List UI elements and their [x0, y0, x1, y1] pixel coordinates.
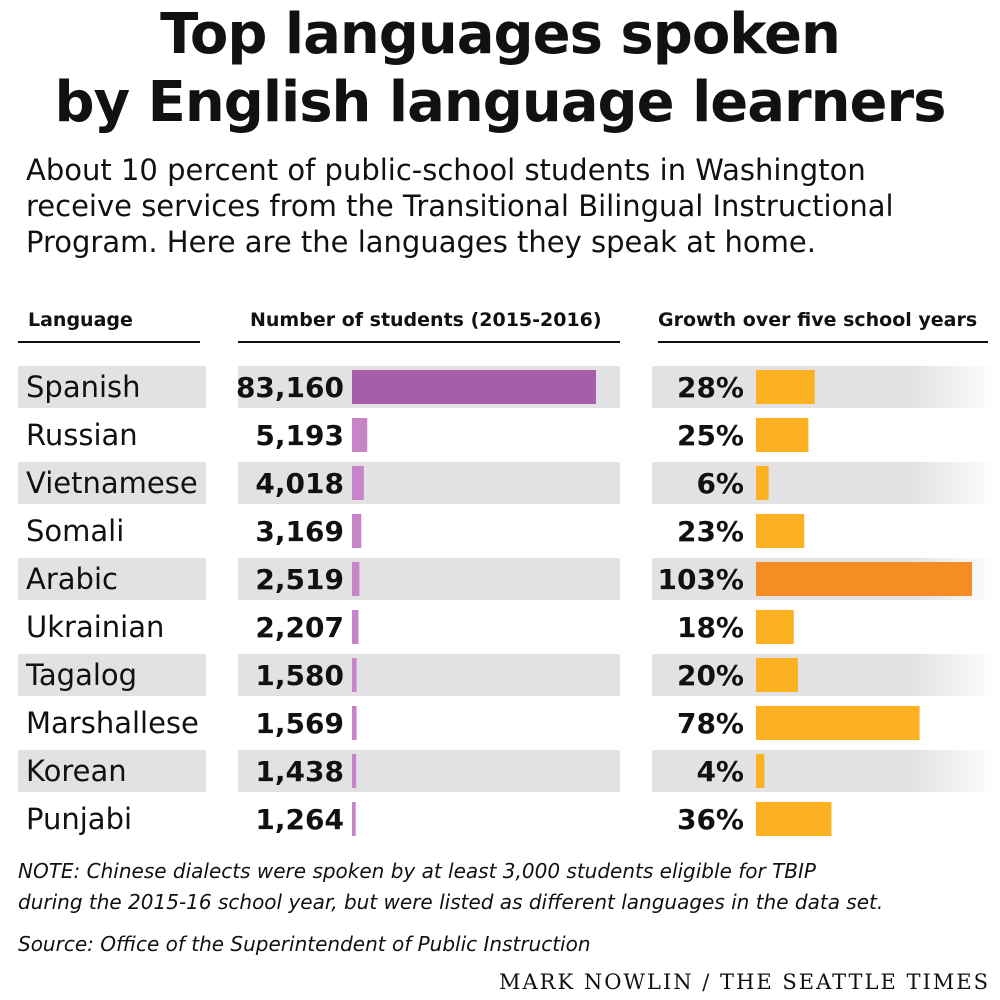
row-band-growth [652, 750, 998, 792]
growth-bar [756, 754, 765, 788]
students-bar [352, 610, 359, 644]
row-band-growth [652, 366, 998, 408]
chart-row: Arabic 2,519 103% [26, 562, 972, 596]
students-value-label: 1,264 [255, 803, 344, 836]
subtitle-line-3: Program. Here are the languages they spe… [26, 225, 816, 259]
row-band-language [18, 366, 206, 408]
chart-row: Somali 3,169 23% [26, 514, 805, 548]
category-label: Somali [26, 514, 124, 548]
row-band-language [18, 654, 206, 696]
row-band-students [238, 558, 620, 600]
header-rule-growth [658, 341, 988, 343]
growth-bar [756, 802, 832, 836]
category-label: Vietnamese [26, 466, 198, 500]
students-bar [352, 562, 360, 596]
students-bar [352, 514, 362, 548]
row-band-students [238, 750, 620, 792]
chart-note: NOTE: Chinese dialects were spoken by at… [18, 856, 883, 918]
growth-bar [756, 610, 794, 644]
header-rule-language [18, 341, 200, 343]
note-line-1: NOTE: Chinese dialects were spoken by at… [18, 859, 816, 883]
category-label: Korean [26, 754, 127, 788]
chart-rows: Spanish 83,160 28% Russian 5,193 25% Vietnames… [25, 370, 972, 836]
students-value-label: 3,169 [255, 515, 344, 548]
growth-value-label: 25% [677, 419, 744, 452]
category-label: Arabic [26, 562, 118, 596]
note-line-2: during the 2015-16 school year, but were… [18, 890, 884, 914]
growth-value-label: 28% [677, 371, 744, 404]
students-bar [352, 466, 364, 500]
category-label: Punjabi [26, 802, 132, 836]
chart-row: Vietnamese 4,018 6% [26, 466, 769, 500]
column-header-students: Number of students (2015-2016) [250, 309, 602, 331]
students-bar [352, 706, 357, 740]
row-band-language [18, 558, 206, 600]
header-rule-students [238, 341, 620, 343]
category-label: Ukrainian [26, 610, 164, 644]
chart-row: Spanish 83,160 28% [26, 370, 815, 404]
students-bar [352, 802, 356, 836]
growth-bar [756, 562, 972, 596]
students-bar [352, 658, 357, 692]
growth-bar [756, 370, 815, 404]
growth-value-label: 4% [696, 755, 744, 788]
students-value-label: 2,519 [255, 563, 344, 596]
students-bar [352, 418, 368, 452]
growth-value-label: 6% [696, 467, 744, 500]
growth-value-label: 18% [677, 611, 744, 644]
chart-row: Korean 1,438 4% [26, 754, 765, 788]
chart-title-line-2: by English language learners [54, 70, 947, 135]
growth-value-label: 78% [677, 707, 744, 740]
students-value-label: 4,018 [255, 467, 344, 500]
row-band-growth [652, 462, 998, 504]
category-label: Russian [26, 418, 138, 452]
category-label: Tagalog [25, 658, 137, 692]
column-header-language: Language [28, 309, 133, 331]
chart-row: Marshallese 1,569 78% [26, 706, 920, 740]
chart-row: Russian 5,193 25% [26, 418, 809, 452]
chart-row: Tagalog 1,580 20% [25, 658, 798, 692]
growth-value-label: 20% [677, 659, 744, 692]
students-value-label: 5,193 [255, 419, 344, 452]
row-band-students [238, 654, 620, 696]
students-value-label: 1,569 [255, 707, 344, 740]
growth-bar [756, 658, 798, 692]
growth-bar [756, 466, 769, 500]
growth-value-label: 23% [677, 515, 744, 548]
students-value-label: 1,580 [255, 659, 344, 692]
chart-row: Ukrainian 2,207 18% [26, 610, 794, 644]
category-label: Spanish [26, 370, 141, 404]
chart-subtitle: About 10 percent of public-school studen… [26, 152, 986, 260]
subtitle-line-1: About 10 percent of public-school studen… [26, 153, 866, 187]
students-value-label: 2,207 [255, 611, 344, 644]
growth-bar [756, 514, 805, 548]
row-band-students [238, 462, 620, 504]
bar-chart: Spanish 83,160 28% Russian 5,193 25% Vietnames… [18, 366, 998, 836]
students-bar [352, 754, 357, 788]
chart-row: Punjabi 1,264 36% [26, 802, 832, 836]
row-band-language [18, 462, 206, 504]
chart-source: Source: Office of the Superintendent of … [18, 932, 591, 956]
students-value-label: 83,160 [236, 371, 344, 404]
chart-title-line-1: Top languages spoken [160, 2, 841, 67]
category-label: Marshallese [26, 706, 199, 740]
growth-bar [756, 706, 920, 740]
row-band-growth [652, 654, 998, 696]
growth-bar [756, 418, 809, 452]
students-value-label: 1,438 [255, 755, 344, 788]
row-band-language [18, 750, 206, 792]
growth-value-label: 103% [657, 563, 744, 596]
growth-value-label: 36% [677, 803, 744, 836]
subtitle-line-2: receive services from the Transitional B… [26, 189, 894, 223]
chart-credit: MARK NOWLIN / THE SEATTLE TIMES [499, 970, 990, 994]
students-bar [352, 370, 596, 404]
column-header-growth: Growth over five school years [658, 309, 978, 331]
